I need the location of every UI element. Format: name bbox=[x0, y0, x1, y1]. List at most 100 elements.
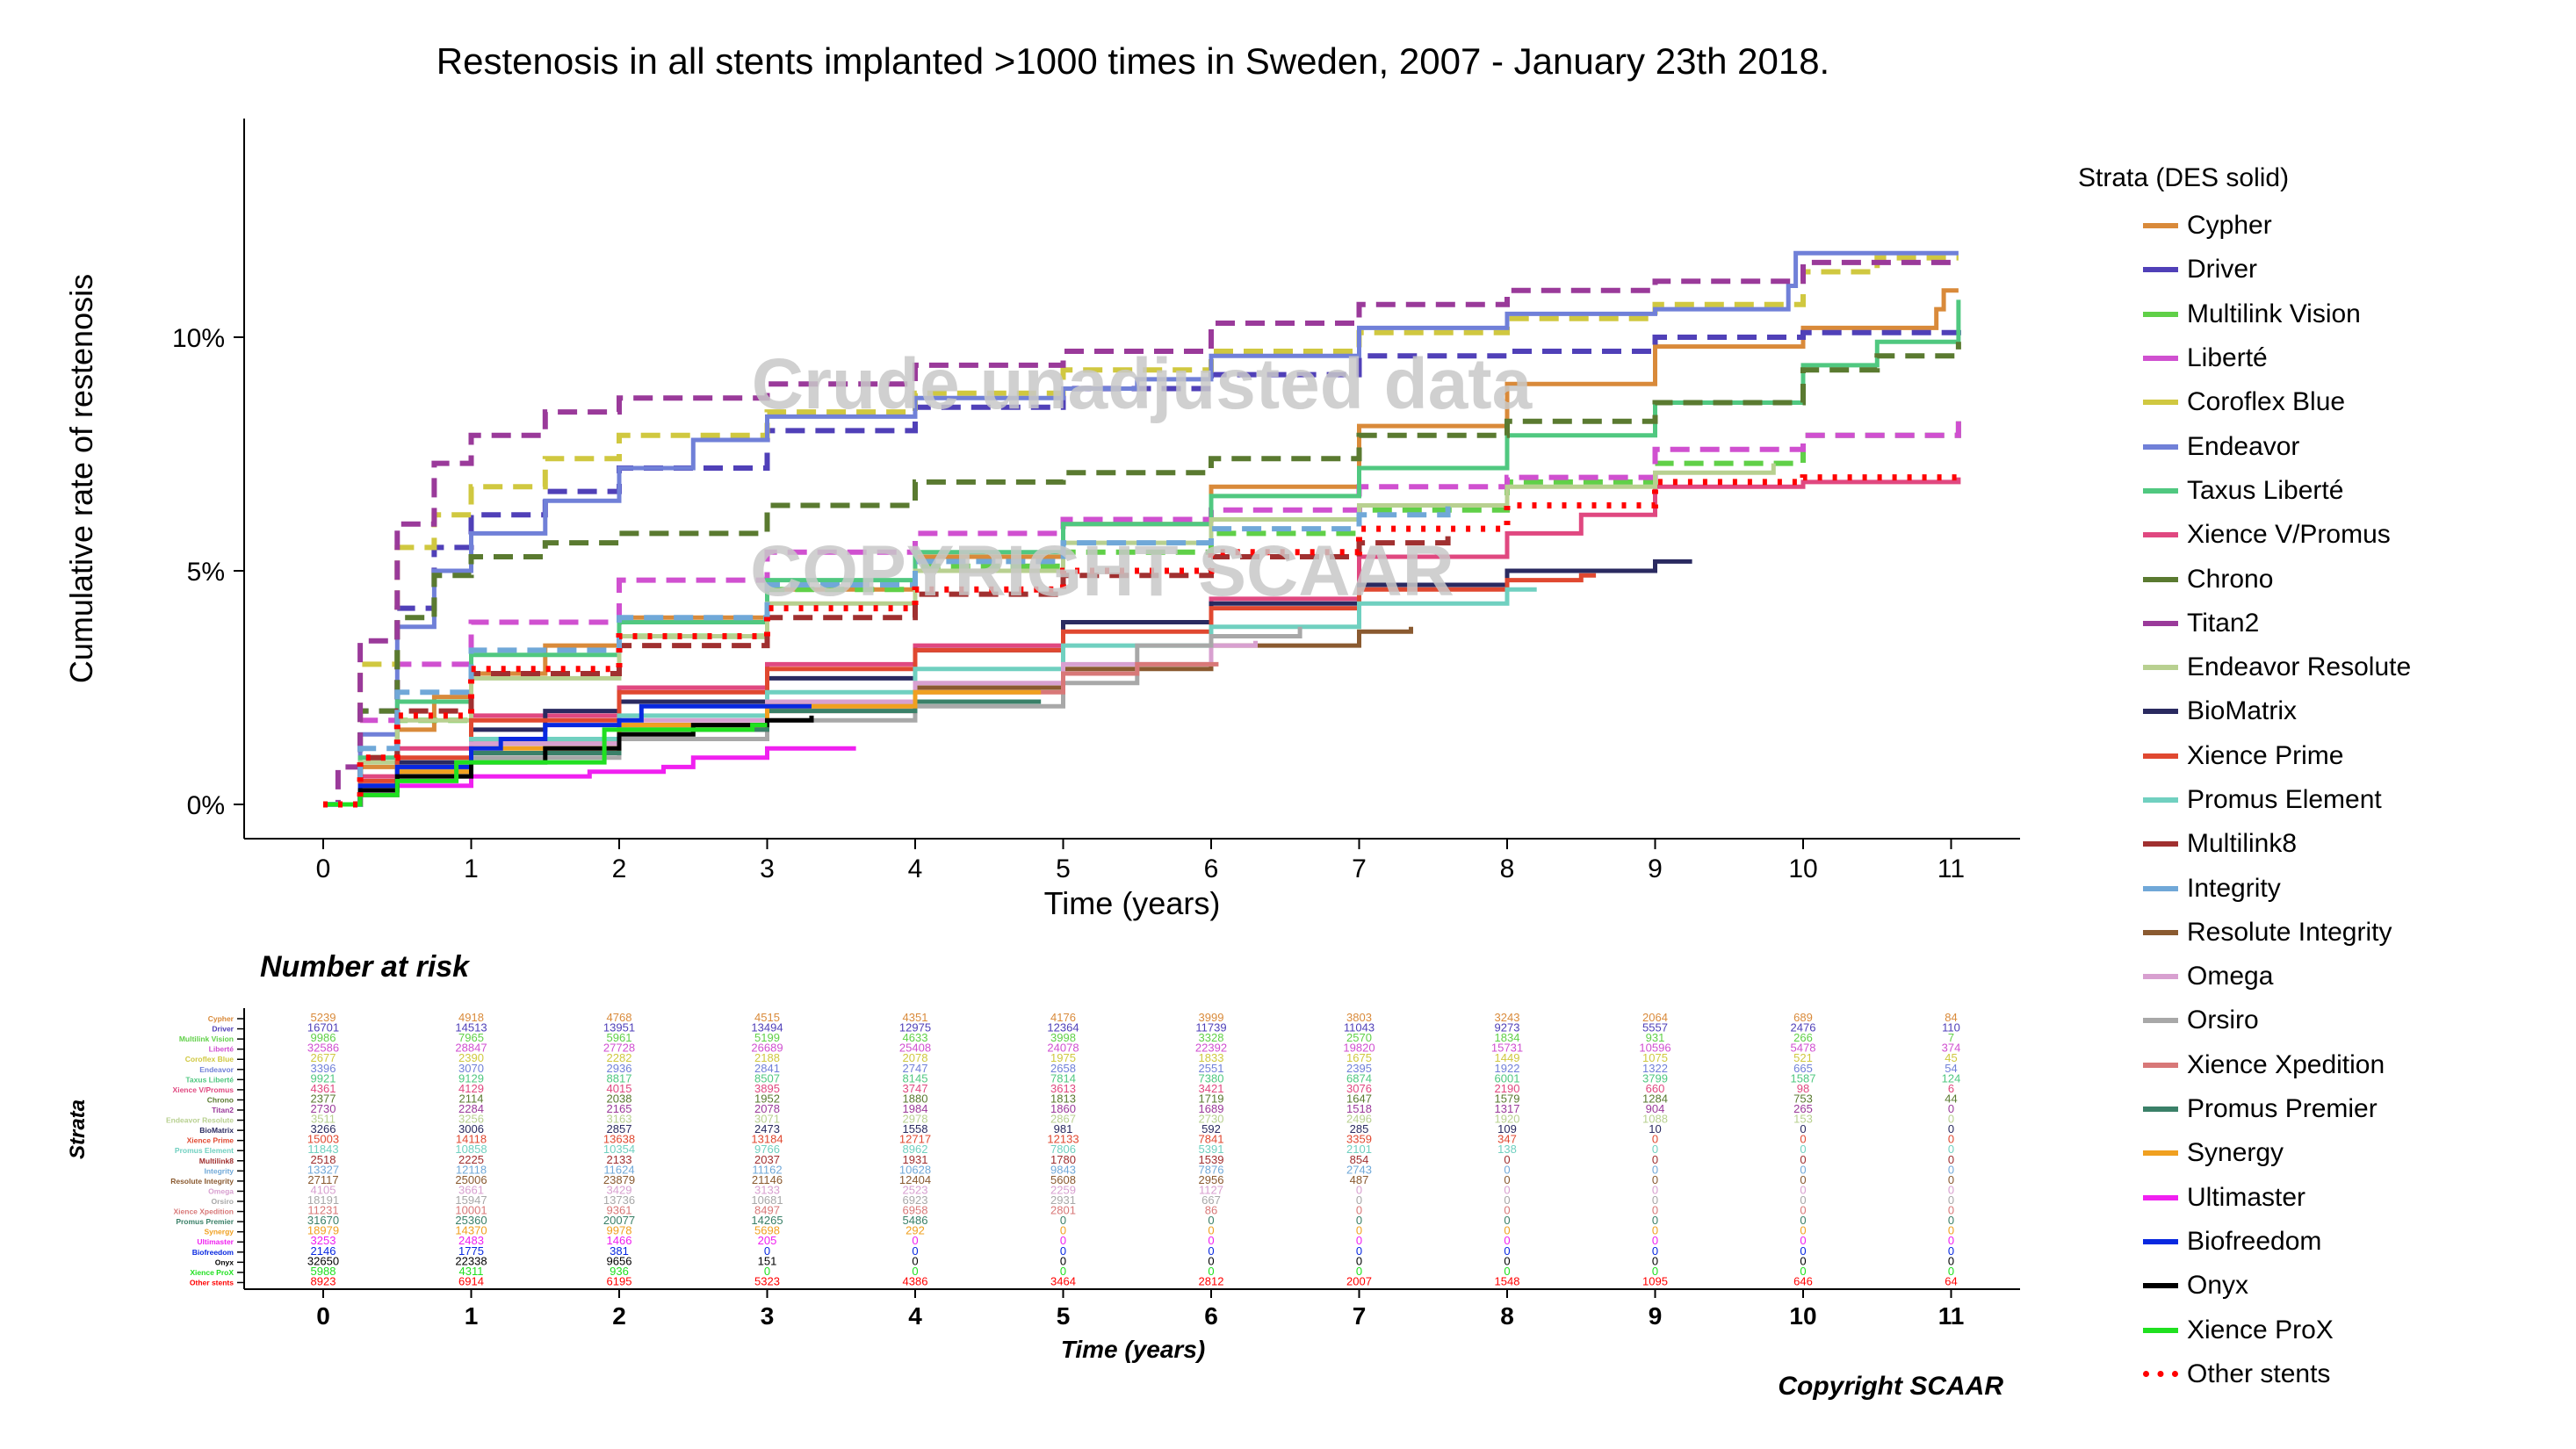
legend-swatch bbox=[2143, 576, 2178, 582]
risk-cell: 0 bbox=[1652, 1133, 1658, 1146]
risk-cell: 0 bbox=[1504, 1244, 1510, 1258]
risk-cell: 205 bbox=[758, 1234, 777, 1247]
risk-cell: 2747 bbox=[903, 1062, 928, 1075]
risk-cell: 26689 bbox=[751, 1042, 783, 1055]
risk-cell: 2078 bbox=[903, 1051, 928, 1064]
legend-item: Resolute Integrity bbox=[2143, 911, 2411, 955]
risk-cell: 0 bbox=[1652, 1163, 1658, 1176]
risk-cell: 931 bbox=[1646, 1031, 1665, 1044]
risk-x-tick-label: 1 bbox=[465, 1302, 479, 1330]
risk-cell: 14265 bbox=[751, 1214, 783, 1227]
risk-cell: 10354 bbox=[603, 1143, 635, 1156]
legend-label: Other stents bbox=[2187, 1359, 2331, 1388]
risk-row-label: Ultimaster bbox=[197, 1237, 234, 1246]
risk-cell: 0 bbox=[1356, 1224, 1362, 1237]
risk-cell: 1284 bbox=[1642, 1092, 1668, 1105]
legend-item: Onyx bbox=[2143, 1264, 2411, 1308]
legend-swatch bbox=[2143, 885, 2178, 891]
risk-cell: 3613 bbox=[1050, 1082, 1076, 1095]
risk-cell: 0 bbox=[912, 1265, 918, 1278]
risk-cell: 2677 bbox=[311, 1051, 336, 1064]
x-tick-label: 7 bbox=[1352, 854, 1367, 883]
risk-cell: 2101 bbox=[1346, 1143, 1372, 1156]
risk-cell: 2857 bbox=[607, 1122, 632, 1135]
legend-item: Taxus Liberté bbox=[2143, 469, 2411, 513]
risk-cell: 665 bbox=[1793, 1062, 1813, 1075]
risk-cell: 0 bbox=[1504, 1234, 1510, 1247]
legend-swatch bbox=[2143, 443, 2178, 450]
risk-cell: 9978 bbox=[607, 1224, 632, 1237]
risk-cell: 4386 bbox=[903, 1274, 928, 1287]
risk-cell: 151 bbox=[758, 1254, 777, 1267]
curve-xience-prox bbox=[323, 723, 768, 807]
legend-item: Titan2 bbox=[2143, 602, 2411, 645]
legend-item: BioMatrix bbox=[2143, 689, 2411, 733]
risk-cell: 1317 bbox=[1495, 1102, 1520, 1115]
x-tick-label: 10 bbox=[1788, 854, 1817, 883]
risk-cell: 2841 bbox=[754, 1062, 780, 1075]
risk-cell: 13494 bbox=[751, 1021, 783, 1034]
risk-cell: 7380 bbox=[1199, 1071, 1224, 1085]
legend-swatch bbox=[2143, 1371, 2178, 1378]
legend-item: Xience Prime bbox=[2143, 734, 2411, 778]
legend-swatch bbox=[2143, 841, 2178, 847]
legend-label: Xience Prime bbox=[2187, 740, 2344, 770]
risk-cell: 1558 bbox=[903, 1122, 928, 1135]
risk-cell: 0 bbox=[1208, 1244, 1214, 1258]
risk-row-label: Multilink8 bbox=[199, 1157, 234, 1165]
risk-cell: 4633 bbox=[903, 1031, 928, 1044]
risk-cell: 265 bbox=[1793, 1102, 1813, 1115]
risk-cell: 2936 bbox=[607, 1062, 632, 1075]
risk-cell: 0 bbox=[1948, 1133, 1954, 1146]
risk-cell: 11624 bbox=[603, 1163, 634, 1176]
legend-swatch bbox=[2143, 797, 2178, 803]
risk-cell: 25408 bbox=[899, 1042, 931, 1055]
legend-item: Endeavor Resolute bbox=[2143, 645, 2411, 689]
risk-cell: 4176 bbox=[1050, 1011, 1076, 1024]
risk-cell: 45 bbox=[1945, 1051, 1957, 1064]
risk-cell: 1975 bbox=[1050, 1051, 1076, 1064]
legend-swatch bbox=[2143, 1238, 2178, 1244]
legend-item: Chrono bbox=[2143, 557, 2411, 601]
legend-swatch bbox=[2143, 1018, 2178, 1024]
legend: Cypher Driver Multilink Vision Liberté Corof… bbox=[2143, 204, 2411, 1396]
risk-cell: 0 bbox=[1652, 1234, 1658, 1247]
risk-cell: 3429 bbox=[607, 1183, 632, 1196]
risk-cell: 2190 bbox=[1495, 1082, 1520, 1095]
risk-cell: 4918 bbox=[458, 1011, 484, 1024]
risk-cell: 2978 bbox=[903, 1113, 928, 1126]
risk-cell: 2259 bbox=[1050, 1183, 1076, 1196]
risk-cell: 0 bbox=[1504, 1204, 1510, 1217]
legend-label: Promus Element bbox=[2187, 785, 2382, 814]
risk-x-tick-label: 6 bbox=[1204, 1302, 1218, 1330]
legend-swatch bbox=[2143, 1150, 2178, 1157]
legend-swatch bbox=[2143, 1327, 2178, 1333]
legend-swatch bbox=[2143, 974, 2178, 980]
legend-label: Titan2 bbox=[2187, 608, 2260, 638]
risk-cell: 28847 bbox=[455, 1042, 487, 1055]
risk-cell: 0 bbox=[1652, 1193, 1658, 1207]
risk-cell: 2743 bbox=[1346, 1163, 1372, 1176]
legend-item: Orsiro bbox=[2143, 998, 2411, 1042]
curve-titan2 bbox=[323, 259, 1959, 807]
risk-cell: 1088 bbox=[1642, 1113, 1668, 1126]
risk-cell: 0 bbox=[1356, 1183, 1362, 1196]
risk-cell: 0 bbox=[912, 1254, 918, 1267]
risk-cell: 1095 bbox=[1642, 1274, 1668, 1287]
risk-cell: 0 bbox=[1504, 1173, 1510, 1186]
y-tick-label: 0% bbox=[187, 791, 225, 820]
risk-cell: 3799 bbox=[1642, 1071, 1668, 1085]
legend-swatch bbox=[2143, 400, 2178, 406]
risk-cell: 24078 bbox=[1047, 1042, 1079, 1055]
risk-cell: 18191 bbox=[307, 1193, 339, 1207]
risk-x-tick-label: 2 bbox=[612, 1302, 626, 1330]
risk-cell: 4015 bbox=[607, 1082, 632, 1095]
risk-cell: 13638 bbox=[603, 1133, 635, 1146]
risk-cell: 0 bbox=[1948, 1113, 1954, 1126]
risk-row-label: Cypher bbox=[208, 1014, 235, 1023]
risk-cell: 0 bbox=[1652, 1143, 1658, 1156]
risk-cell: 0 bbox=[1504, 1153, 1510, 1166]
risk-cell: 1449 bbox=[1495, 1051, 1520, 1064]
legend-item: Xience ProX bbox=[2143, 1308, 2411, 1352]
legend-item: Xience V/Promus bbox=[2143, 513, 2411, 557]
